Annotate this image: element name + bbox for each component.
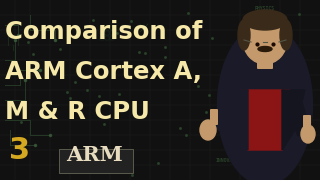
- Polygon shape: [282, 90, 305, 150]
- FancyBboxPatch shape: [210, 109, 218, 125]
- Ellipse shape: [243, 10, 287, 30]
- Polygon shape: [225, 90, 248, 150]
- FancyBboxPatch shape: [303, 115, 311, 129]
- Text: INNOVATION: INNOVATION: [216, 158, 244, 163]
- Ellipse shape: [218, 25, 313, 180]
- Ellipse shape: [243, 16, 287, 64]
- Ellipse shape: [258, 46, 272, 51]
- Text: ARM: ARM: [67, 145, 124, 165]
- Text: PHYSICS: PHYSICS: [255, 6, 275, 10]
- FancyBboxPatch shape: [257, 47, 273, 69]
- Text: ARM Cortex A,: ARM Cortex A,: [5, 60, 202, 84]
- Polygon shape: [210, 90, 248, 132]
- Text: Comparison of: Comparison of: [5, 20, 202, 44]
- Ellipse shape: [238, 20, 250, 50]
- Polygon shape: [282, 90, 310, 136]
- Text: 3: 3: [9, 136, 31, 165]
- Ellipse shape: [200, 120, 216, 140]
- FancyBboxPatch shape: [59, 149, 133, 173]
- Polygon shape: [240, 90, 290, 150]
- Ellipse shape: [301, 125, 315, 143]
- Ellipse shape: [280, 20, 292, 50]
- Text: M & R CPU: M & R CPU: [5, 100, 150, 124]
